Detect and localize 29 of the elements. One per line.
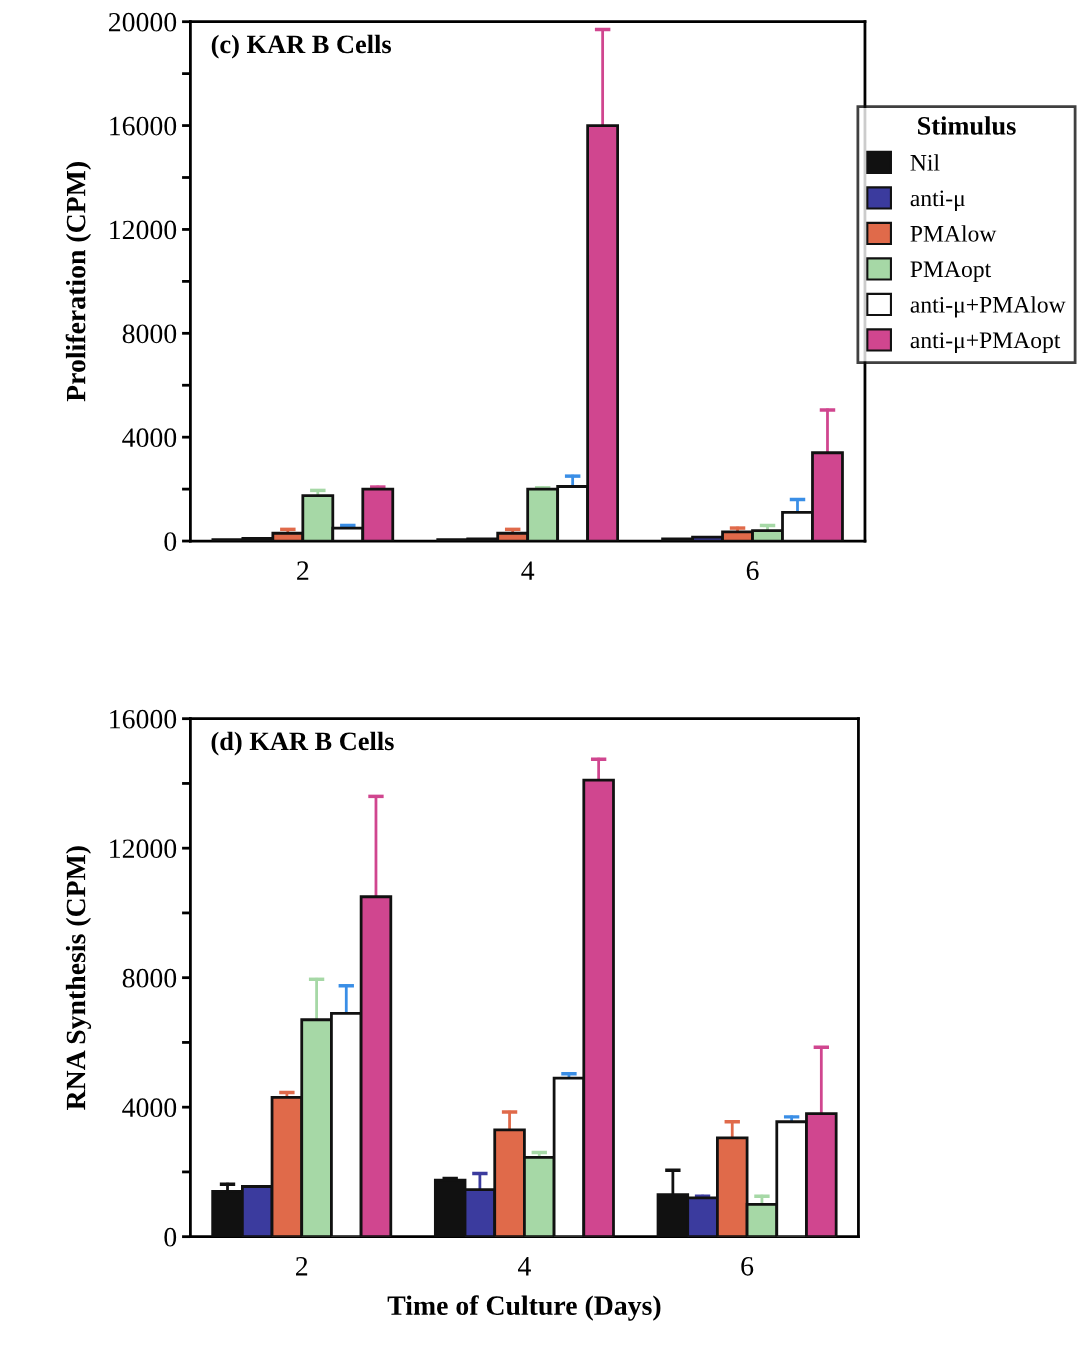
legend-label: PMAlow: [910, 225, 997, 242]
x-tick-label: 6: [741, 1257, 754, 1276]
y-tick-label: 8000: [122, 968, 177, 988]
legend-label: PMAopt: [910, 261, 992, 283]
legend-title: Stimulus: [918, 116, 1016, 135]
y-tick-label: 16000: [110, 709, 177, 729]
legend-label: anti-μ+PMAlow: [910, 296, 1066, 318]
legend-label: Nil: [910, 154, 940, 171]
y-tick-label: 4000: [122, 428, 177, 448]
y-axis-title: RNA Synthesis (CPM): [65, 846, 92, 1110]
y-tick-label: 0: [164, 532, 177, 551]
x-tick-label: 4: [521, 561, 535, 580]
x-tick-label: 6: [746, 561, 759, 581]
x-axis-title: Time of Culture (Days): [387, 1295, 661, 1321]
y-tick-label: 16000: [110, 116, 177, 136]
x-tick-label: 2: [296, 1257, 308, 1276]
chart-title: (c) KAR B Cells: [211, 34, 392, 59]
y-axis-title: Proliferation (CPM): [65, 162, 92, 402]
y-tick-label: 4000: [122, 1098, 177, 1118]
y-tick-label: 0: [164, 1227, 177, 1247]
y-tick-label: 20000: [108, 12, 177, 32]
chart-title: (d) KAR B Cells: [211, 731, 394, 756]
y-tick-label: 12000: [110, 220, 177, 240]
legend-label: anti-μ+PMAopt: [910, 332, 1061, 354]
x-tick-label: 2: [297, 561, 309, 580]
legend-label: anti-μ: [910, 190, 965, 212]
y-tick-label: 12000: [110, 839, 177, 859]
x-tick-label: 4: [518, 1257, 531, 1276]
y-tick-label: 8000: [122, 324, 177, 344]
